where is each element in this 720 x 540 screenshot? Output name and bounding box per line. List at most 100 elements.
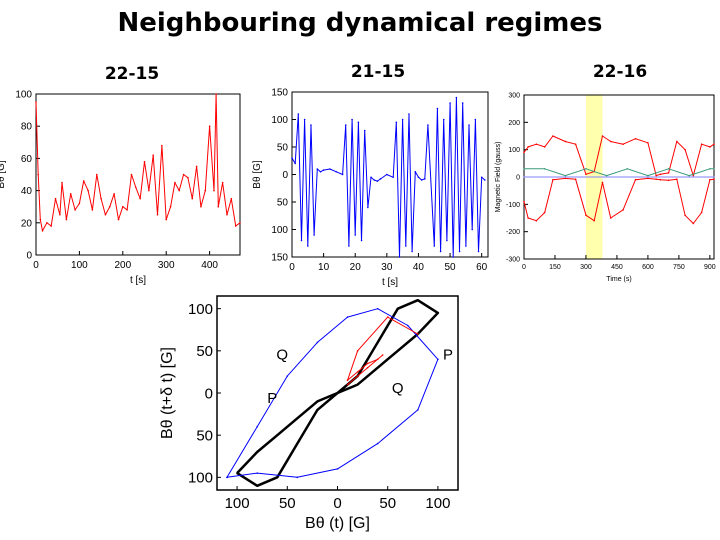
- panel-title-21-15: 21-15: [350, 62, 406, 82]
- y-tick-label: 50: [277, 198, 289, 209]
- data-point: [296, 417, 299, 420]
- plot-frame: [291, 91, 489, 258]
- data-point: [148, 189, 150, 192]
- data-point: [543, 211, 546, 214]
- data-point: [436, 107, 439, 110]
- data-point: [609, 217, 612, 219]
- y-tick-label: 100: [188, 301, 213, 318]
- data-point: [126, 209, 128, 211]
- series-line-1: [523, 177, 715, 224]
- data-point: [684, 148, 686, 151]
- data-point: [226, 213, 228, 216]
- data-point: [336, 392, 339, 394]
- data-point: [408, 113, 410, 115]
- data-point: [692, 174, 695, 177]
- data-point: [647, 142, 649, 144]
- data-point: [41, 230, 44, 232]
- annotation-label: Q: [392, 380, 404, 397]
- y-tick-label: -300: [506, 256, 520, 263]
- data-point: [156, 213, 159, 216]
- y-axis-label: Bθ [G]: [252, 160, 263, 189]
- data-point: [313, 234, 315, 236]
- data-point: [676, 178, 678, 180]
- data-point: [386, 316, 389, 318]
- data-point: [659, 173, 662, 176]
- data-point: [316, 400, 319, 403]
- y-tick-label: 150: [271, 253, 288, 264]
- data-point: [59, 213, 61, 216]
- data-point: [601, 181, 604, 184]
- data-point: [574, 178, 577, 180]
- data-point: [341, 173, 344, 176]
- data-point: [376, 307, 379, 310]
- data-point: [87, 189, 89, 192]
- y-tick-label: 100: [271, 225, 288, 236]
- data-point: [322, 169, 325, 171]
- data-point: [143, 160, 146, 163]
- y-tick-label: 50: [196, 343, 213, 360]
- data-point: [398, 256, 401, 258]
- data-point: [574, 143, 577, 145]
- data-point: [276, 476, 279, 479]
- data-point: [423, 178, 426, 180]
- data-point: [135, 186, 137, 189]
- data-point: [452, 256, 455, 258]
- data-point: [291, 157, 293, 159]
- data-point: [396, 307, 399, 310]
- series-line-2: [347, 316, 419, 385]
- data-point: [226, 476, 228, 479]
- data-point: [108, 205, 111, 208]
- plot-frame: [35, 93, 241, 256]
- series-line-2: [524, 168, 714, 177]
- y-tick-label: -200: [506, 229, 520, 236]
- x-axis-label: t [s]: [382, 277, 398, 288]
- data-point: [709, 146, 711, 148]
- data-point: [420, 179, 423, 181]
- data-point: [386, 173, 388, 176]
- data-point: [709, 178, 711, 181]
- data-point: [354, 234, 357, 236]
- data-point: [256, 451, 258, 453]
- data-point: [634, 137, 637, 140]
- series-line-0: [523, 135, 715, 177]
- y-tick-label: 150: [271, 88, 288, 99]
- data-point: [659, 178, 662, 181]
- data-point: [605, 174, 608, 177]
- data-point: [346, 316, 349, 318]
- data-point: [449, 102, 451, 104]
- data-point: [165, 218, 168, 221]
- x-tick-label: 60: [476, 262, 488, 273]
- data-point: [82, 180, 85, 182]
- data-point: [433, 245, 436, 247]
- data-point: [446, 239, 448, 242]
- data-point: [376, 180, 379, 182]
- y-tick-label: 300: [508, 92, 520, 99]
- data-point: [200, 205, 202, 208]
- x-tick-label: 10: [318, 262, 330, 273]
- data-point: [376, 358, 379, 361]
- data-point: [213, 189, 215, 192]
- y-axis-label: Bθ [G]: [0, 160, 7, 189]
- x-tick-label: 0: [333, 495, 341, 512]
- x-axis-label: Bθ (t) [G]: [305, 515, 370, 532]
- data-point: [667, 179, 670, 182]
- data-point: [319, 170, 322, 173]
- y-tick-label: 100: [508, 147, 520, 154]
- x-tick-label: 50: [279, 495, 296, 512]
- series-line-0: [35, 93, 241, 232]
- data-point: [78, 202, 81, 205]
- data-point: [217, 205, 220, 208]
- x-axis-label: Time (s): [606, 276, 631, 283]
- data-point: [417, 409, 419, 411]
- x-tick-label: 100: [225, 495, 250, 512]
- data-point: [346, 383, 349, 386]
- data-point: [230, 197, 233, 200]
- data-point: [684, 214, 686, 217]
- data-point: [357, 121, 360, 124]
- x-tick-label: 750: [673, 264, 685, 271]
- data-point: [392, 176, 394, 179]
- data-point: [376, 366, 379, 369]
- data-point: [543, 146, 546, 148]
- x-tick-label: 600: [642, 264, 654, 271]
- data-point: [523, 176, 525, 178]
